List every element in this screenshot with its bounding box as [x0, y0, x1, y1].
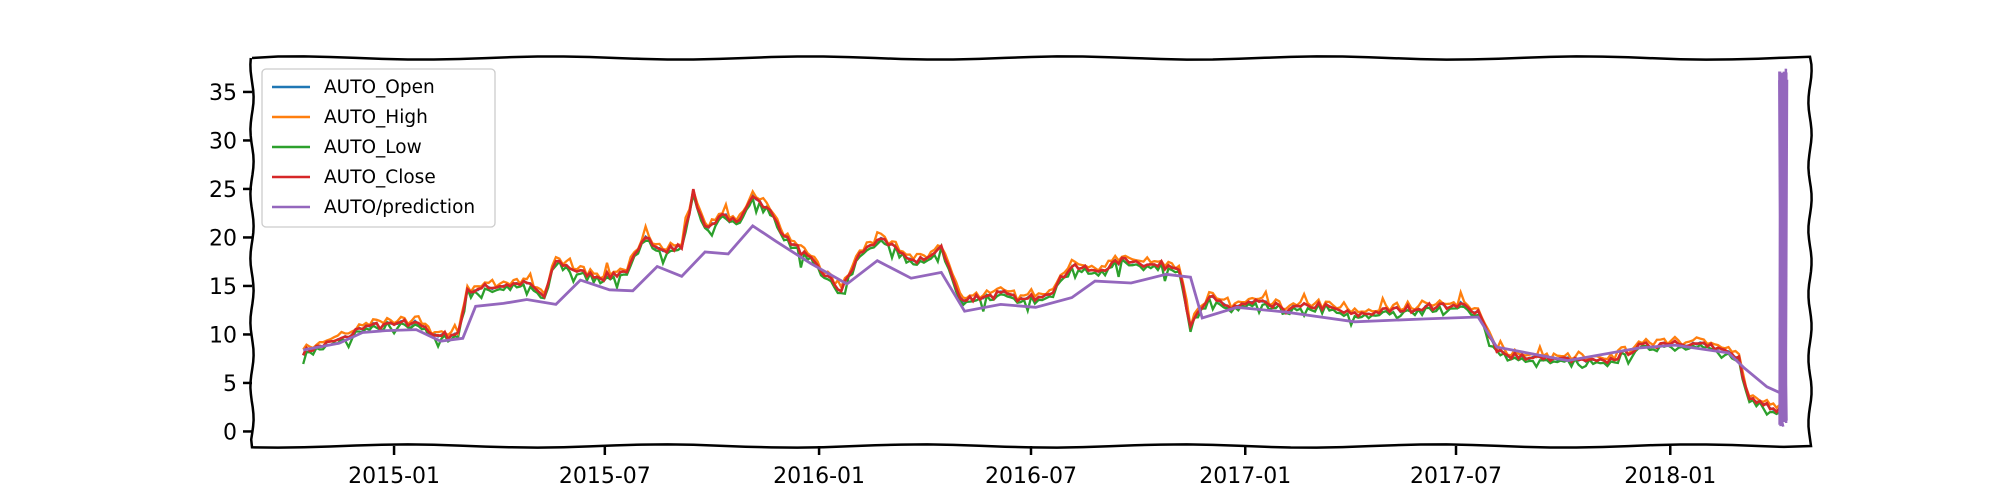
x-tick-label: 2016-07: [985, 464, 1077, 489]
legend-label: AUTO_Close: [324, 167, 436, 188]
x-tick-label: 2015-07: [559, 464, 651, 489]
legend-box: [261, 68, 496, 228]
legend: AUTO_Open AUTO_High AUTO_Low AUTO_Close AUTO…: [261, 68, 496, 228]
y-tick-label: 25: [209, 178, 237, 203]
y-axis: 0 5 10 15 20 25 30 35: [209, 81, 252, 445]
series-layer: [302, 68, 1789, 427]
x-tick-label: 2018-01: [1624, 464, 1716, 489]
x-tick-label: 2016-01: [773, 464, 865, 489]
y-tick-label: 0: [223, 420, 237, 445]
y-tick-label: 10: [209, 323, 237, 348]
prediction-spike: [1778, 68, 1789, 427]
x-axis: 2015-01 2015-07 2016-01 2016-07 2017-01 2017-…: [348, 446, 1716, 489]
y-tick-label: 20: [209, 226, 237, 251]
legend-label: AUTO_Low: [324, 137, 422, 158]
y-tick-label: 35: [209, 81, 237, 106]
x-tick-label: 2015-01: [348, 464, 440, 489]
y-tick-label: 30: [209, 129, 237, 154]
x-tick-label: 2017-01: [1199, 464, 1291, 489]
series-line-prediction: [302, 223, 1781, 394]
legend-label: AUTO/prediction: [324, 197, 475, 218]
legend-label: AUTO_Open: [324, 77, 435, 98]
axes-frame: [249, 55, 1813, 449]
legend-label: AUTO_High: [324, 107, 428, 128]
series-line-close: [302, 188, 1781, 414]
x-tick-label: 2017-07: [1410, 464, 1502, 489]
y-tick-label: 15: [209, 275, 237, 300]
y-tick-label: 5: [223, 372, 237, 397]
